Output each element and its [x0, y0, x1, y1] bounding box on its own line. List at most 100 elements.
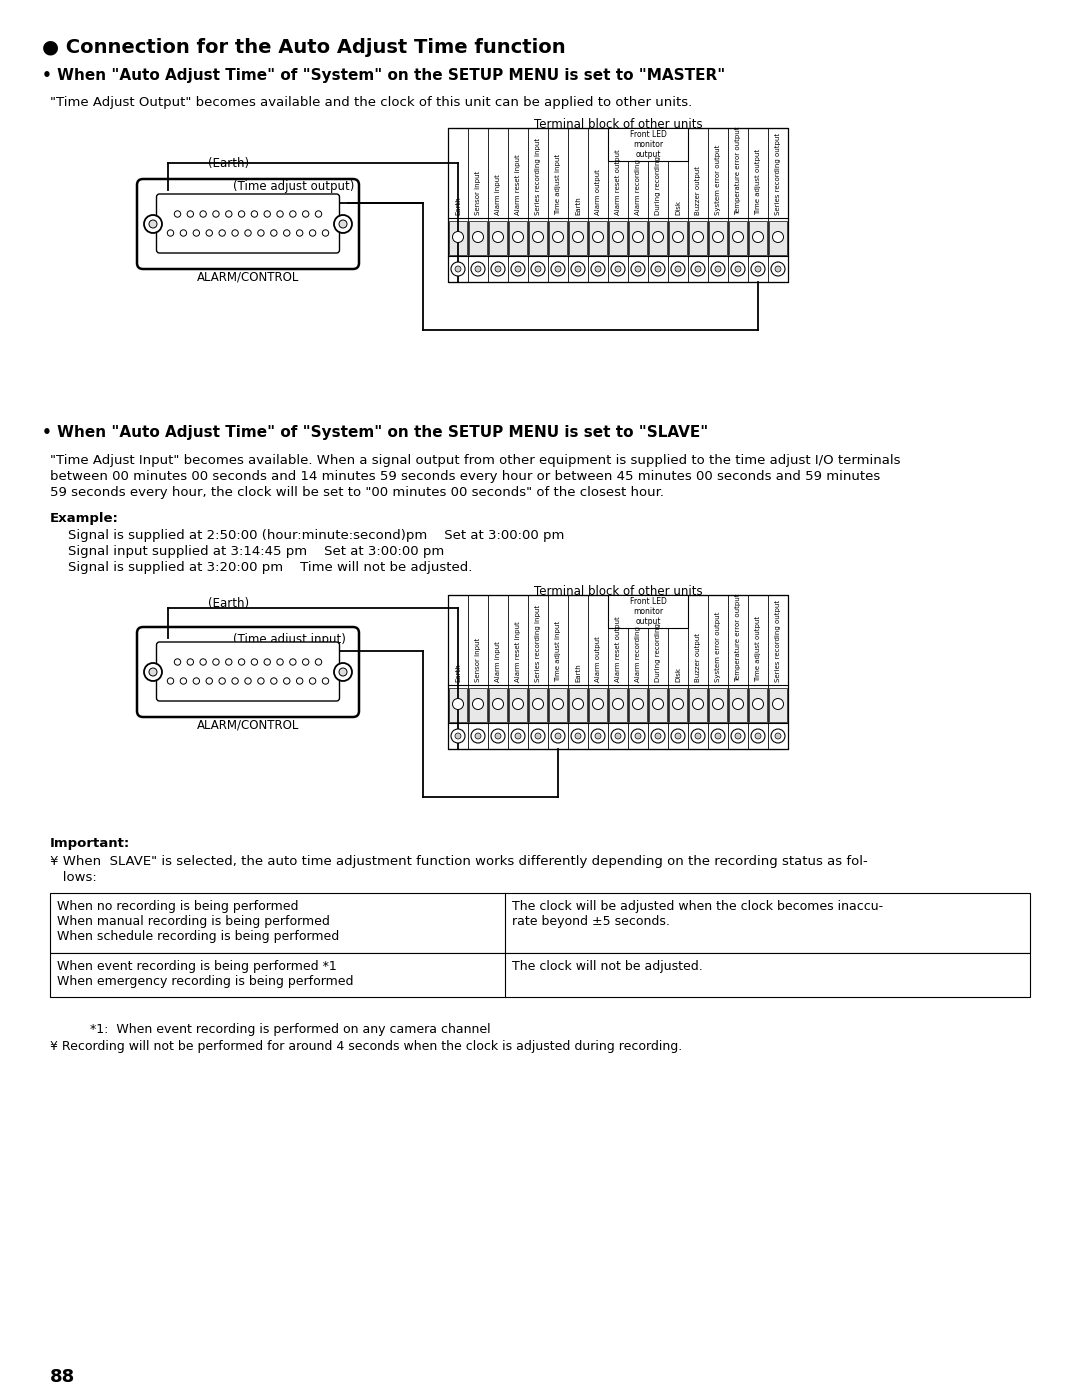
Circle shape [264, 659, 270, 665]
Bar [509, 221, 527, 255]
Circle shape [167, 229, 174, 236]
Circle shape [491, 729, 505, 743]
Circle shape [571, 262, 585, 276]
Circle shape [258, 677, 265, 684]
Text: "Time Adjust Input" becomes available. When a signal output from other equipment: "Time Adjust Input" becomes available. W… [50, 455, 901, 467]
Circle shape [731, 729, 745, 743]
Circle shape [339, 667, 347, 676]
Circle shape [515, 733, 521, 739]
Text: The clock will not be adjusted.: The clock will not be adjusted. [512, 960, 703, 972]
Circle shape [611, 729, 625, 743]
Circle shape [455, 266, 461, 271]
Circle shape [551, 262, 565, 276]
Circle shape [453, 231, 463, 242]
Circle shape [334, 215, 352, 234]
Circle shape [631, 729, 645, 743]
Circle shape [593, 231, 604, 242]
Bar [769, 688, 787, 722]
Circle shape [144, 215, 162, 234]
Bar [769, 221, 787, 255]
Text: Disk: Disk [675, 200, 681, 215]
Text: Alarm reset input: Alarm reset input [515, 154, 521, 215]
Text: Alarm recording: Alarm recording [635, 159, 642, 215]
Text: • When "Auto Adjust Time" of "System" on the SETUP MENU is set to "SLAVE": • When "Auto Adjust Time" of "System" on… [42, 425, 708, 441]
Circle shape [675, 733, 681, 739]
Bar [689, 221, 707, 255]
Circle shape [226, 659, 232, 665]
Text: 88: 88 [50, 1368, 76, 1386]
Circle shape [187, 211, 193, 217]
Circle shape [309, 229, 315, 236]
Bar [729, 688, 747, 722]
Circle shape [751, 729, 765, 743]
Text: Important:: Important: [50, 837, 131, 851]
Circle shape [473, 231, 484, 242]
Circle shape [200, 659, 206, 665]
Text: Earth: Earth [575, 196, 581, 215]
Bar [708, 688, 727, 722]
Text: "Time Adjust Output" becomes available and the clock of this unit can be applied: "Time Adjust Output" becomes available a… [50, 97, 692, 109]
Text: lows:: lows: [50, 872, 97, 884]
Text: Front LED
monitor
output: Front LED monitor output [630, 596, 666, 627]
Text: Sensor input: Sensor input [475, 171, 481, 215]
Bar [589, 221, 607, 255]
Bar [449, 688, 467, 722]
Circle shape [711, 729, 725, 743]
Bar [549, 688, 567, 722]
Bar [629, 688, 647, 722]
Circle shape [226, 211, 232, 217]
Circle shape [239, 211, 245, 217]
Circle shape [302, 211, 309, 217]
Text: Buzzer output: Buzzer output [696, 632, 701, 681]
Text: Signal is supplied at 2:50:00 (hour:minute:second)pm    Set at 3:00:00 pm: Signal is supplied at 2:50:00 (hour:minu… [68, 529, 565, 541]
Text: Sensor input: Sensor input [475, 638, 481, 681]
FancyBboxPatch shape [137, 627, 359, 718]
Bar [529, 221, 546, 255]
Circle shape [654, 733, 661, 739]
Bar [608, 595, 688, 628]
Circle shape [551, 729, 565, 743]
Text: • When "Auto Adjust Time" of "System" on the SETUP MENU is set to "MASTER": • When "Auto Adjust Time" of "System" on… [42, 69, 726, 83]
Text: Time adjust input: Time adjust input [555, 154, 561, 215]
Circle shape [635, 733, 642, 739]
Circle shape [575, 733, 581, 739]
Circle shape [595, 266, 600, 271]
Circle shape [471, 262, 485, 276]
Circle shape [492, 231, 503, 242]
Circle shape [615, 266, 621, 271]
Text: between 00 minutes 00 seconds and 14 minutes 59 seconds every hour or between 45: between 00 minutes 00 seconds and 14 min… [50, 470, 880, 483]
Circle shape [532, 698, 543, 709]
Bar [569, 221, 588, 255]
Circle shape [553, 231, 564, 242]
Circle shape [322, 229, 328, 236]
Text: Alarm output: Alarm output [595, 169, 600, 215]
Text: The clock will be adjusted when the clock becomes inaccu-
rate beyond ±5 seconds: The clock will be adjusted when the cloc… [512, 900, 883, 928]
Circle shape [239, 659, 245, 665]
Text: Terminal block of other units: Terminal block of other units [534, 118, 702, 132]
Text: Time adjust output: Time adjust output [755, 616, 761, 681]
Circle shape [258, 229, 265, 236]
Text: Buzzer output: Buzzer output [696, 166, 701, 215]
Text: Time adjust input: Time adjust input [555, 621, 561, 681]
Bar [729, 221, 747, 255]
FancyBboxPatch shape [157, 194, 339, 253]
Bar [669, 688, 687, 722]
Text: ALARM/CONTROL: ALARM/CONTROL [197, 271, 299, 284]
Circle shape [753, 698, 764, 709]
Circle shape [691, 262, 705, 276]
Circle shape [775, 266, 781, 271]
Circle shape [771, 729, 785, 743]
Bar [469, 221, 487, 255]
Circle shape [735, 733, 741, 739]
Circle shape [571, 729, 585, 743]
Circle shape [511, 262, 525, 276]
Text: 59 seconds every hour, the clock will be set to "00 minutes 00 seconds" of the c: 59 seconds every hour, the clock will be… [50, 485, 664, 499]
Text: Disk: Disk [675, 667, 681, 681]
Circle shape [213, 211, 219, 217]
Text: Alarm reset input: Alarm reset input [515, 621, 521, 681]
Circle shape [451, 729, 465, 743]
Circle shape [322, 677, 328, 684]
Circle shape [334, 663, 352, 681]
Text: Earth: Earth [455, 663, 461, 681]
Circle shape [475, 266, 481, 271]
